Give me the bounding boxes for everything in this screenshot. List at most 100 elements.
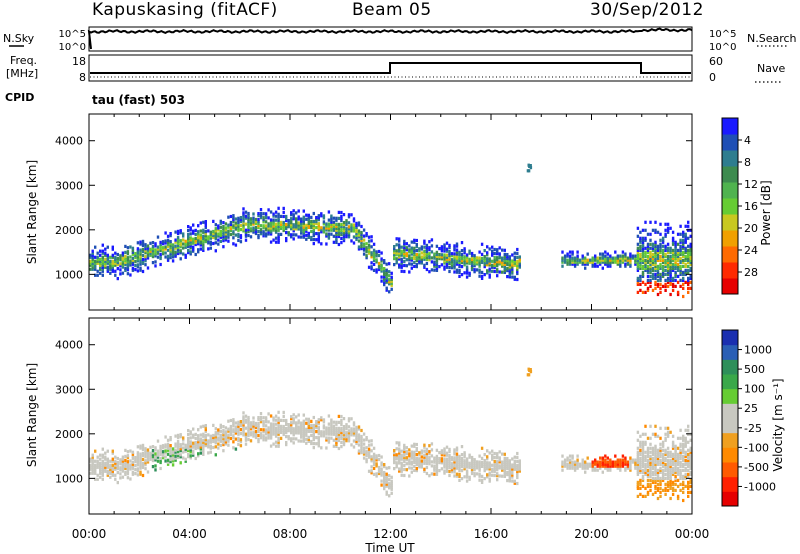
velocity-cell <box>355 431 358 435</box>
velocity-cell <box>151 451 155 455</box>
velocity-cell <box>671 444 675 448</box>
velocity-cell <box>501 464 504 468</box>
velocity-cell <box>239 422 243 426</box>
power-cell <box>146 244 150 248</box>
velocity-cell <box>214 445 217 449</box>
velocity-cell <box>624 466 627 470</box>
velocity-cell <box>506 465 509 469</box>
velocity-cell <box>114 467 117 471</box>
power-cell <box>335 224 338 228</box>
velocity-cell <box>568 464 572 468</box>
velocity-cell <box>604 464 607 468</box>
velocity-cell <box>463 465 466 469</box>
velocity-cell <box>244 442 248 446</box>
power-cell <box>646 270 650 274</box>
power-cell <box>676 254 680 258</box>
power-cell <box>644 290 647 294</box>
velocity-cell <box>641 494 645 498</box>
power-cell <box>649 278 652 282</box>
power-cell <box>398 263 401 267</box>
power-cell <box>264 234 268 238</box>
velocity-cell <box>219 423 222 427</box>
power-cell <box>337 232 341 236</box>
power-cell <box>229 232 233 237</box>
velocity-cell <box>443 459 446 463</box>
power-cell <box>237 216 240 220</box>
power-cell <box>468 259 471 263</box>
power-cell <box>187 241 190 245</box>
power-cell <box>636 256 640 260</box>
velocity-cell <box>674 448 677 452</box>
velocity-cell <box>242 419 245 423</box>
power-cell <box>498 254 501 258</box>
velocity-cell <box>247 421 250 426</box>
power-cell <box>347 235 351 239</box>
power-cell <box>671 256 675 260</box>
velocity-cell <box>96 477 99 481</box>
power-cell <box>192 223 195 227</box>
power-cell <box>689 266 692 270</box>
velocity-cell <box>106 457 109 461</box>
velocity-cell <box>614 454 617 458</box>
power-cell <box>619 258 622 262</box>
power-cell <box>126 246 130 250</box>
velocity-cell <box>96 473 99 477</box>
power-cell <box>646 260 650 264</box>
power-cell <box>282 214 285 219</box>
power-cell <box>656 252 660 256</box>
velocity-cell <box>267 428 270 432</box>
power-cell <box>586 262 589 266</box>
power-cell <box>114 251 117 255</box>
power-cell <box>503 268 506 272</box>
velocity-cell <box>202 448 205 452</box>
velocity-cell <box>689 458 692 462</box>
power-cell <box>448 253 451 258</box>
velocity-cell <box>654 484 657 488</box>
power-cell <box>561 264 564 268</box>
power-cell <box>654 254 657 258</box>
velocity-cell <box>674 462 677 466</box>
power-cell <box>187 243 190 247</box>
power-cell <box>649 250 652 254</box>
velocity-cell <box>214 453 217 457</box>
power-cell <box>674 248 677 252</box>
velocity-cell <box>287 429 290 433</box>
velocity-cell <box>687 456 690 460</box>
velocity-cell <box>413 460 416 464</box>
velocity-cell <box>561 462 564 466</box>
velocity-cell <box>395 441 398 445</box>
power-cell <box>400 261 403 265</box>
velocity-cell <box>325 430 328 434</box>
power-cell <box>242 207 245 211</box>
velocity-cell <box>91 455 94 459</box>
velocity-cell <box>639 492 642 496</box>
power-cell <box>169 254 172 258</box>
power-cell <box>189 228 192 232</box>
velocity-cell <box>254 429 258 434</box>
power-cell <box>317 222 320 226</box>
power-cell <box>400 251 403 255</box>
power-cell <box>310 235 313 240</box>
power-cell <box>317 224 320 228</box>
velocity-cell <box>192 453 195 457</box>
power-cell <box>357 247 361 251</box>
velocity-cell <box>508 475 511 479</box>
velocity-cell <box>109 465 112 469</box>
velocity-cell <box>337 426 341 430</box>
velocity-cell <box>649 454 652 458</box>
velocity-cell <box>413 468 416 472</box>
velocity-cell <box>126 454 130 458</box>
velocity-cell <box>671 466 675 470</box>
velocity-cell <box>96 465 99 469</box>
power-cell <box>101 255 104 259</box>
velocity-cell <box>357 443 361 447</box>
velocity-cell <box>420 455 423 459</box>
velocity-cell <box>136 455 140 459</box>
velocity-cell <box>259 412 263 416</box>
velocity-cell <box>101 469 104 473</box>
velocity-cell <box>312 423 315 428</box>
power-cell <box>370 253 373 257</box>
power-cell <box>413 264 416 268</box>
power-cell <box>611 256 614 260</box>
power-cell <box>99 259 102 263</box>
